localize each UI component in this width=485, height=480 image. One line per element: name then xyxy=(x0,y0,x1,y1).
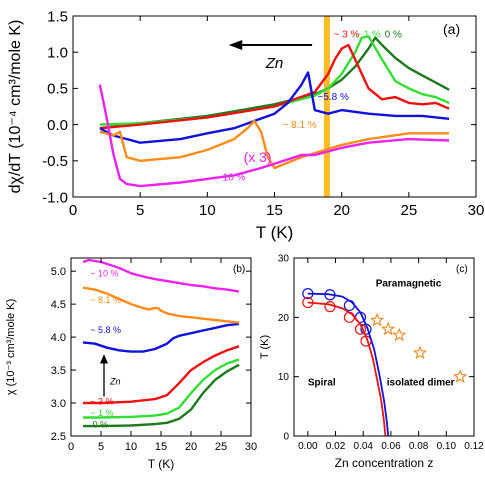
y-tick-label: 10 xyxy=(278,372,290,383)
data-point-star xyxy=(369,312,385,327)
x-axis-label: Zn concentration z xyxy=(335,456,434,470)
y-tick-label: 3.5 xyxy=(51,365,66,377)
y-axis-label: T (K) xyxy=(259,335,271,359)
series-line xyxy=(307,292,390,437)
highlight-band xyxy=(323,16,330,197)
arrow-label: Zn xyxy=(109,377,121,387)
y-tick-label: 5.0 xyxy=(51,266,66,278)
y-tick-label: 4.0 xyxy=(51,332,66,344)
series-annotation: ~ 10 % xyxy=(214,172,246,183)
plot-frame xyxy=(293,257,475,437)
series-line xyxy=(99,43,450,130)
x-axis-label: T (K) xyxy=(148,457,174,471)
series-annotation: 0 % xyxy=(385,30,402,41)
series-line xyxy=(82,258,240,293)
panel-label: (b) xyxy=(233,264,245,275)
x-tick-label: 25 xyxy=(215,441,227,453)
panel-b: 0 5 10 15 20 25 30 2.5 3.0 3.5 4.0 4.5 5.0 T (K) χ (10… xyxy=(5,257,257,471)
series-annotation: ~ 3 % xyxy=(334,30,360,41)
y-axis-label: χ (10⁻³ cm³/mole K) xyxy=(5,299,17,396)
y-tick-label: 4.5 xyxy=(51,299,66,311)
y-tick-label: 1.0 xyxy=(47,44,68,61)
x-tick-label: 20 xyxy=(333,202,350,219)
x-tick-label: 0.08 xyxy=(409,441,429,452)
series-line xyxy=(82,286,240,324)
arrow-head xyxy=(100,354,108,364)
x-tick-label: 0.12 xyxy=(464,441,484,452)
series-line xyxy=(83,345,240,405)
series-line xyxy=(99,35,450,126)
series-line xyxy=(99,119,450,170)
series-annotation: ~ 1 % xyxy=(355,30,381,41)
x-tick-label: 10 xyxy=(125,441,137,453)
series-line xyxy=(99,36,450,130)
multiplier-label: (x 3) xyxy=(244,149,272,165)
series-annotation: 0 % xyxy=(93,419,109,429)
y-tick-label: -0.5 xyxy=(42,153,68,170)
y-axis-label: dχ/dT (10⁻⁴ cm³/mole K) xyxy=(7,20,24,194)
series-annotation: ~ 1 % xyxy=(90,408,113,418)
x-tick-label: 30 xyxy=(245,441,257,453)
series-annotation: ~ 10 % xyxy=(90,268,118,278)
series-annotation: ~ 5.8 % xyxy=(90,325,121,335)
panel-c: 0.00 0.02 0.04 0.06 0.08 0.10 0.12 0 10 20 30 Zn co… xyxy=(259,254,484,471)
data-point-star xyxy=(452,369,468,383)
data-point-star xyxy=(392,327,407,342)
x-tick-label: 25 xyxy=(400,202,417,219)
series-line xyxy=(82,322,240,353)
series-annotation: ~ 8.1 % xyxy=(283,120,317,131)
y-tick-label: 30 xyxy=(278,254,290,265)
panel-label: (a) xyxy=(443,21,460,37)
series-line xyxy=(83,363,240,428)
arrow-label: Zn xyxy=(265,55,284,72)
series-line xyxy=(99,71,450,144)
y-tick-label: -1.0 xyxy=(42,189,68,206)
series-annotation: ~ 3 % xyxy=(90,396,113,406)
region-label-paramagnetic: Paramagnetic xyxy=(376,278,442,289)
region-label-isolated-dimer: isolated dimer xyxy=(387,378,455,389)
x-tick-label: 0 xyxy=(68,441,74,453)
x-tick-label: 0 xyxy=(69,202,77,219)
series-line xyxy=(307,301,387,437)
x-tick-label: 15 xyxy=(155,441,167,453)
region-label-spiral: Spiral xyxy=(308,378,336,389)
x-tick-label: 10 xyxy=(199,202,216,219)
y-tick-label: 1.5 xyxy=(47,8,68,25)
y-tick-label: 0.5 xyxy=(47,81,68,98)
x-tick-label: 0.02 xyxy=(326,441,346,452)
arrow-head xyxy=(228,39,243,50)
x-tick-label: 0.10 xyxy=(437,441,457,452)
x-tick-label: 5 xyxy=(98,441,104,453)
data-point-star xyxy=(380,321,396,336)
panel-label: (c) xyxy=(456,264,468,275)
x-tick-label: 20 xyxy=(185,441,197,453)
y-tick-label: 0 xyxy=(283,432,289,443)
y-tick-label: 3.0 xyxy=(51,398,66,410)
y-tick-label: 20 xyxy=(278,313,290,324)
y-tick-label: 0.0 xyxy=(47,117,68,134)
x-tick-label: 0.00 xyxy=(298,441,318,452)
series-annotation: ~ 8.1 % xyxy=(90,295,121,305)
x-tick-label: 30 xyxy=(468,202,485,219)
panel-a: 0 5 10 15 20 25 30 -1.0 -0.5 0.0 0.5 1.0 1.5 T (K) dχ/… xyxy=(7,8,484,242)
x-tick-label: 5 xyxy=(136,202,144,219)
y-tick-label: 2.5 xyxy=(51,431,66,443)
x-tick-label: 0.06 xyxy=(381,441,401,452)
x-axis-label: T (K) xyxy=(256,223,293,242)
series-line xyxy=(83,358,240,419)
data-point-star xyxy=(412,345,428,360)
series-line xyxy=(98,84,450,188)
x-tick-label: 15 xyxy=(266,202,283,219)
series-annotation: ~5.8 % xyxy=(317,92,349,103)
x-tick-label: 0.04 xyxy=(353,441,373,452)
